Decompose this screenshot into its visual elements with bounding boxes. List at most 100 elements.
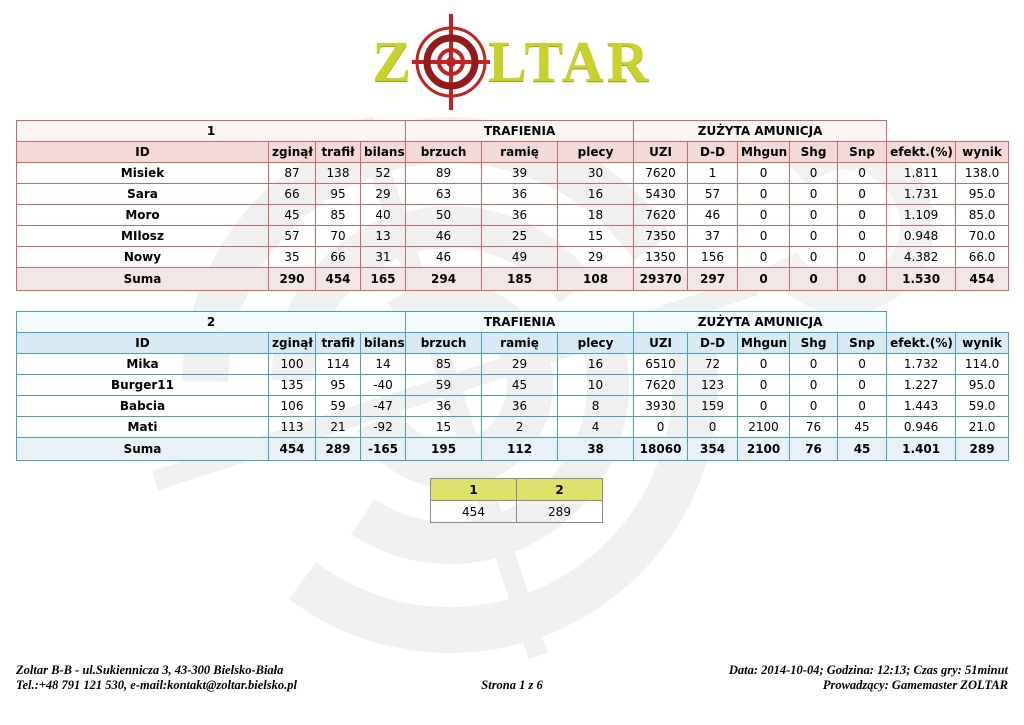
- group-header-row: 2 TRAFIENIA ZUŻYTA AMUNICJA: [15, 311, 1009, 333]
- column-header-plecy: plecy: [557, 141, 635, 163]
- stat-cell: 100: [268, 353, 316, 375]
- stat-cell: 29: [359, 183, 407, 205]
- stat-cell: 0: [737, 162, 791, 184]
- group-header-team: 1: [15, 120, 407, 142]
- column-header-id: ID: [16, 141, 269, 163]
- stat-cell: 0: [837, 395, 888, 417]
- stat-cell: 70: [315, 225, 361, 247]
- footer-gamemaster: Prowadzący: Gamemaster ZOLTAR: [822, 678, 1009, 692]
- stat-cell: 95.0: [955, 183, 1010, 205]
- stat-cell: 45: [837, 416, 888, 438]
- stat-cell: 15: [405, 416, 483, 438]
- stat-cell: 87: [268, 162, 316, 184]
- stat-cell: 95: [315, 183, 361, 205]
- summary-table: 1 2 454 289: [430, 478, 603, 523]
- summary-header-team1: 1: [430, 478, 517, 501]
- stat-cell: 45: [481, 374, 559, 396]
- stat-cell: 0: [687, 416, 739, 438]
- stat-cell: 59: [315, 395, 361, 417]
- group-header-team: 2: [15, 311, 407, 333]
- summary-table-region: 1 2 454 289: [430, 478, 603, 523]
- stat-cell: 0: [837, 267, 888, 291]
- stat-cell: 138.0: [955, 162, 1010, 184]
- logo-text-left: Z: [372, 29, 415, 94]
- stat-cell: 454: [955, 267, 1010, 291]
- stat-cell: 0.948: [886, 225, 957, 247]
- team1-table-region: 1 TRAFIENIA ZUŻYTA AMUNICJA ID zginął trafił b…: [15, 120, 1010, 291]
- stat-cell: 76: [789, 416, 839, 438]
- column-header-brzuch: brzuch: [405, 141, 483, 163]
- stat-cell: 1.109: [886, 204, 957, 226]
- stat-cell: 0: [737, 353, 791, 375]
- stat-cell: 289: [315, 437, 361, 461]
- stat-cell: 354: [687, 437, 739, 461]
- stat-cell: 16: [557, 183, 635, 205]
- column-header-dd: D-D: [687, 141, 739, 163]
- stat-cell: 66: [268, 183, 316, 205]
- player-row: Sara 66 95 29 63 36 16 5430 57 0 0 0 1.731 95.0: [16, 183, 1010, 205]
- stat-cell: 46: [405, 225, 483, 247]
- summary-value-row: 454 289: [430, 500, 603, 523]
- stat-cell: 50: [405, 204, 483, 226]
- total-row: Suma 290 454 165 294 185 108 29370 297 0 0 0 1.530 45…: [16, 267, 1010, 291]
- stat-cell: -47: [359, 395, 407, 417]
- column-header-rami: ramię: [481, 332, 559, 354]
- stat-cell: 4.382: [886, 246, 957, 268]
- footer-contact: Tel.:+48 791 121 530, e-mail:kontakt@zol…: [16, 678, 297, 692]
- stat-cell: 46: [687, 204, 739, 226]
- target-icon: [412, 14, 491, 110]
- stat-cell: 1.731: [886, 183, 957, 205]
- stat-cell: 1.732: [886, 353, 957, 375]
- stat-cell: 36: [405, 395, 483, 417]
- stat-cell: 59.0: [955, 395, 1010, 417]
- stat-cell: 0: [737, 267, 791, 291]
- column-header-uzi: UZI: [633, 332, 689, 354]
- stat-cell: 135: [268, 374, 316, 396]
- stat-cell: 31: [359, 246, 407, 268]
- player-row: MIlosz 57 70 13 46 25 15 7350 37 0 0 0 0.948 70.0: [16, 225, 1010, 247]
- stat-cell: 76: [789, 437, 839, 461]
- stat-cell: 1.443: [886, 395, 957, 417]
- column-header-uzi: UZI: [633, 141, 689, 163]
- stat-cell: 35: [268, 246, 316, 268]
- column-header-wynik: wynik: [955, 141, 1010, 163]
- column-header-efekt: efekt.(%): [886, 141, 957, 163]
- stat-cell: 195: [405, 437, 483, 461]
- group-header-blank: [887, 121, 1009, 142]
- stat-cell: 165: [359, 267, 407, 291]
- stat-cell: 454: [268, 437, 316, 461]
- stat-cell: 18: [557, 204, 635, 226]
- stat-cell: -165: [359, 437, 407, 461]
- footer-page-number: Strona 1 z 6: [481, 678, 543, 692]
- stat-cell: 52: [359, 162, 407, 184]
- logo-text-right: LTAR: [488, 29, 652, 94]
- stat-cell: 36: [481, 204, 559, 226]
- stat-cell: 57: [687, 183, 739, 205]
- stat-cell: 29: [557, 246, 635, 268]
- summary-value-team2: 289: [516, 500, 603, 523]
- column-header-rami: ramię: [481, 141, 559, 163]
- player-row: Burger11 135 95 -40 59 45 10 7620 123 0 0 0 1.227 95.…: [16, 374, 1010, 396]
- stat-cell: 454: [315, 267, 361, 291]
- player-row: Nowy 35 66 31 46 49 29 1350 156 0 0 0 4.382 66.0: [16, 246, 1010, 268]
- stat-cell: 49: [481, 246, 559, 268]
- footer-left-block: Zoltar B-B - ul.Sukiennicza 3, 43-300 Bi…: [16, 663, 471, 693]
- stat-cell: 45: [268, 204, 316, 226]
- player-id-cell: Sara: [16, 183, 269, 205]
- summary-header-row: 1 2: [430, 478, 603, 501]
- column-header-zgin: zginął: [268, 141, 316, 163]
- stat-cell: 95: [315, 374, 361, 396]
- stat-cell: 185: [481, 267, 559, 291]
- stat-cell: -40: [359, 374, 407, 396]
- stat-cell: 1350: [633, 246, 689, 268]
- stat-cell: 7620: [633, 374, 689, 396]
- stat-cell: 29: [481, 353, 559, 375]
- player-row: Mika 100 114 14 85 29 16 6510 72 0 0 0 1.732 114.0: [16, 353, 1010, 375]
- stat-cell: 0: [789, 353, 839, 375]
- stat-cell: 1.811: [886, 162, 957, 184]
- footer: Zoltar B-B - ul.Sukiennicza 3, 43-300 Bi…: [16, 663, 1008, 693]
- stat-cell: 21.0: [955, 416, 1010, 438]
- column-header-bilans: bilans: [359, 141, 407, 163]
- stat-cell: 45: [837, 437, 888, 461]
- footer-right-block: Data: 2014-10-04; Godzina: 12:13; Czas g…: [553, 663, 1008, 693]
